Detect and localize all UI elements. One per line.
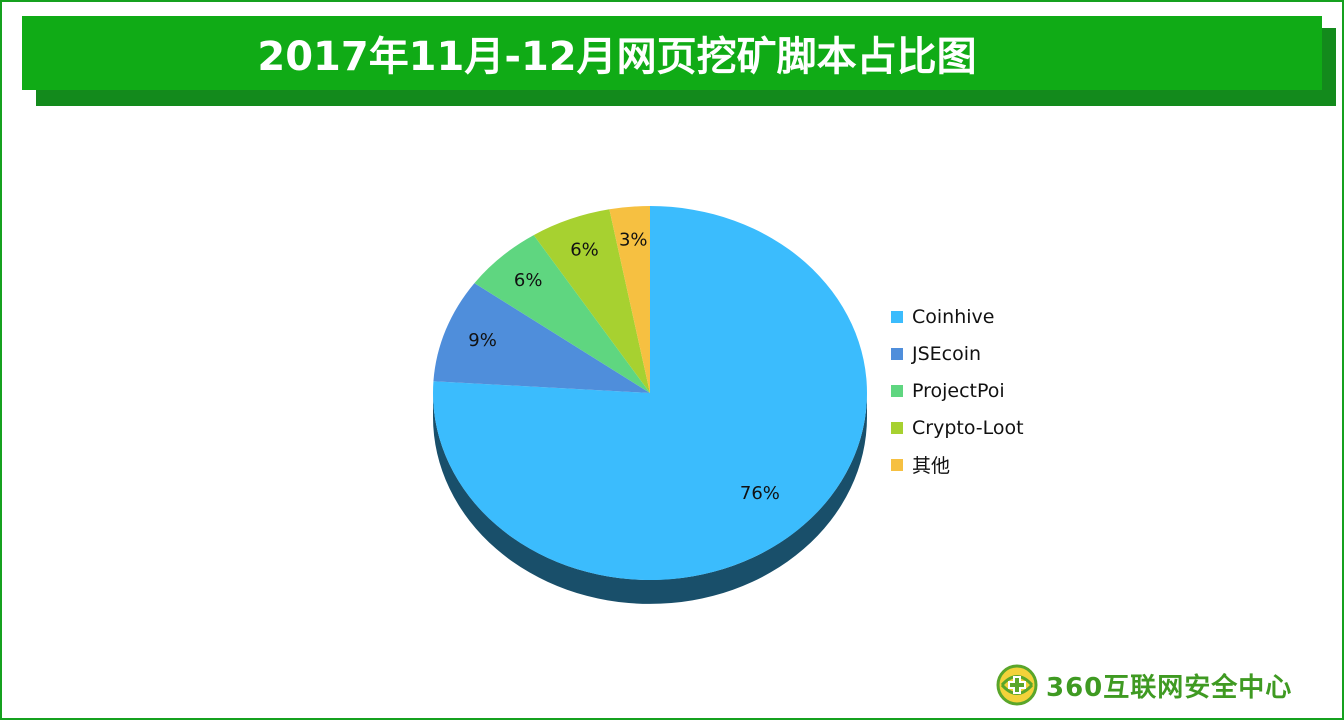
legend-label: Crypto-Loot <box>912 416 1024 439</box>
pie-slice-- <box>609 206 650 393</box>
chart-title: 2017年11月-12月网页挖矿脚本占比图 <box>257 34 977 80</box>
legend-swatch <box>891 310 903 323</box>
legend-swatch <box>891 384 903 397</box>
legend-item-crypto-loot: Crypto-Loot <box>891 409 1024 446</box>
legend-label: Coinhive <box>912 305 995 328</box>
legend-swatch <box>891 458 903 471</box>
pie-data-label: 3% <box>619 229 648 250</box>
brand-logo: 360互联网安全中心 <box>996 664 1292 706</box>
chart-legend: Coinhive JSEcoin ProjectPoi Crypto-Loot … <box>891 298 1024 483</box>
title-banner: 2017年11月-12月网页挖矿脚本占比图 <box>22 16 1322 90</box>
legend-label: JSEcoin <box>912 342 982 365</box>
legend-item-other: 其他 <box>891 446 1024 483</box>
pie-slice-jsecoin <box>433 283 650 393</box>
pie-slice-projectpoi <box>474 235 650 393</box>
legend-label: 其他 <box>912 455 951 477</box>
pie-slice-crypto-loot <box>533 209 650 393</box>
legend-item-jsecoin: JSEcoin <box>891 335 1024 372</box>
360-logo-icon <box>996 664 1038 706</box>
logo-text: 360互联网安全中心 <box>1046 672 1293 703</box>
legend-label: ProjectPoi <box>912 379 1005 402</box>
pie-data-label: 6% <box>514 270 543 291</box>
pie-data-label: 76% <box>740 483 780 504</box>
legend-item-coinhive: Coinhive <box>891 298 1024 335</box>
legend-swatch <box>891 347 903 360</box>
pie-data-label: 6% <box>570 239 599 260</box>
pie-slice-coinhive <box>433 206 868 580</box>
legend-item-projectpoi: ProjectPoi <box>891 372 1024 409</box>
pie-data-label: 9% <box>468 330 497 351</box>
legend-swatch <box>891 421 903 434</box>
